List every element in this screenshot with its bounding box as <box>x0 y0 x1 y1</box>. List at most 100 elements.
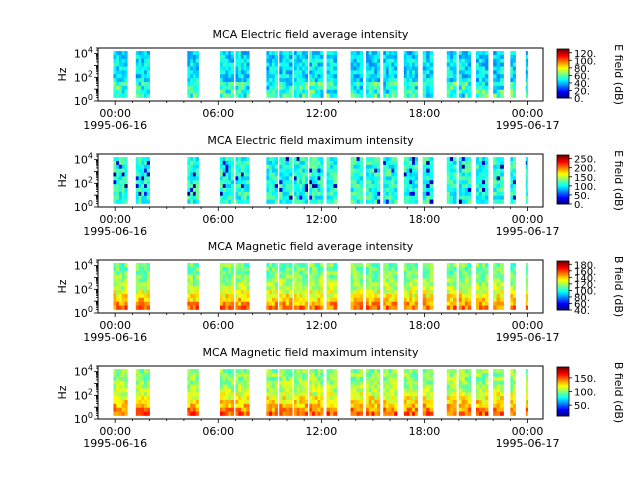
heatmap-cell <box>366 199 370 204</box>
heatmap-cell <box>475 369 480 374</box>
heatmap-cell <box>403 180 407 185</box>
heatmap-cell <box>368 372 372 378</box>
heatmap-cell <box>274 278 278 283</box>
heatmap-cell <box>394 399 398 405</box>
heatmap-cell <box>293 184 298 189</box>
heatmap-cell <box>329 263 334 268</box>
heatmap-cell <box>449 199 454 204</box>
heatmap-cell <box>282 168 287 173</box>
heatmap-cell <box>146 195 150 200</box>
heatmap-cell <box>312 157 316 162</box>
heatmap-cell <box>493 54 498 60</box>
heatmap-cell <box>326 286 331 291</box>
colorbar-tick-label: 100. <box>574 388 596 399</box>
heatmap-cell <box>282 396 287 401</box>
heatmap-cell <box>449 160 454 166</box>
heatmap-cell <box>113 372 117 378</box>
heatmap-cell <box>403 369 407 374</box>
colorbar-segment <box>557 191 569 194</box>
heatmap-cell <box>525 293 528 299</box>
heatmap-cell <box>135 263 139 268</box>
heatmap-cell <box>279 199 283 204</box>
heatmap-cell <box>371 403 375 409</box>
heatmap-cell <box>464 388 469 393</box>
heatmap-cell <box>141 388 145 393</box>
heatmap-cell <box>293 62 298 67</box>
heatmap-cell <box>317 172 321 177</box>
heatmap-cell <box>403 372 407 378</box>
heatmap-cell <box>118 396 123 401</box>
heatmap-cell <box>138 301 142 306</box>
heatmap-cell <box>366 184 370 189</box>
heatmap-cell <box>374 293 378 299</box>
heatmap-cell <box>293 172 298 177</box>
colorbar-segment <box>557 173 569 176</box>
heatmap-cell <box>293 305 298 310</box>
heatmap-cell <box>383 89 387 94</box>
heatmap-cell <box>374 168 378 173</box>
heatmap-cell <box>296 54 300 60</box>
heatmap-cell <box>243 411 247 416</box>
heatmap-cell <box>391 85 395 91</box>
heatmap-cell <box>271 157 276 162</box>
heatmap-cell <box>388 176 392 181</box>
heatmap-cell <box>446 51 451 56</box>
heatmap-cell <box>246 191 250 197</box>
heatmap-cell <box>391 187 395 193</box>
heatmap-cell <box>359 396 363 401</box>
heatmap-cell <box>461 62 466 67</box>
heatmap-cell <box>121 160 125 166</box>
heatmap-cell <box>493 396 498 401</box>
heatmap-cell <box>113 172 117 177</box>
heatmap-cell <box>412 160 416 166</box>
heatmap-cell <box>235 278 239 283</box>
heatmap-cell <box>124 89 128 94</box>
heatmap-cell <box>266 278 270 283</box>
heatmap-cell <box>493 403 498 409</box>
heatmap-cell <box>138 176 142 181</box>
heatmap-cell <box>510 278 514 283</box>
heatmap-cell <box>320 286 324 291</box>
heatmap-cell <box>288 263 293 268</box>
heatmap-cell <box>368 168 372 173</box>
heatmap-cell <box>496 290 501 295</box>
heatmap-cell <box>187 180 191 185</box>
heatmap-cell <box>138 278 142 283</box>
heatmap-cell <box>493 164 498 170</box>
heatmap-cell <box>353 160 357 166</box>
heatmap-cell <box>246 274 250 279</box>
heatmap-cell <box>374 396 378 401</box>
heatmap-cell <box>414 372 418 378</box>
heatmap-cell <box>359 93 363 98</box>
heatmap-cell <box>496 286 501 291</box>
heatmap-cell <box>240 176 245 181</box>
heatmap-cell <box>406 81 410 87</box>
heatmap-cell <box>309 286 313 291</box>
heatmap-cell <box>359 392 363 397</box>
heatmap-cell <box>219 164 224 170</box>
heatmap-cell <box>467 290 472 295</box>
heatmap-cell <box>359 176 363 181</box>
heatmap-cell <box>526 282 528 287</box>
heatmap-cell <box>482 376 486 382</box>
heatmap-cell <box>274 184 278 189</box>
heatmap-cell <box>274 293 278 299</box>
heatmap-cell <box>124 282 128 287</box>
heatmap-cell <box>146 286 150 291</box>
heatmap-cell <box>309 301 313 306</box>
heatmap-cell <box>394 164 398 170</box>
heatmap-cell <box>449 411 454 416</box>
heatmap-cell <box>246 176 250 181</box>
colorbar-frame <box>556 260 570 311</box>
heatmap-cell <box>350 81 354 87</box>
heatmap-cell <box>271 85 276 91</box>
heatmap-cell <box>350 191 354 197</box>
heatmap-cell <box>446 199 451 204</box>
heatmap-cell <box>329 195 334 200</box>
heatmap-cell <box>118 191 123 197</box>
heatmap-cell <box>266 54 270 60</box>
heatmap-cell <box>385 168 390 173</box>
heatmap-cell <box>195 293 199 299</box>
heatmap-cell <box>446 66 451 71</box>
heatmap-cell <box>485 301 489 306</box>
